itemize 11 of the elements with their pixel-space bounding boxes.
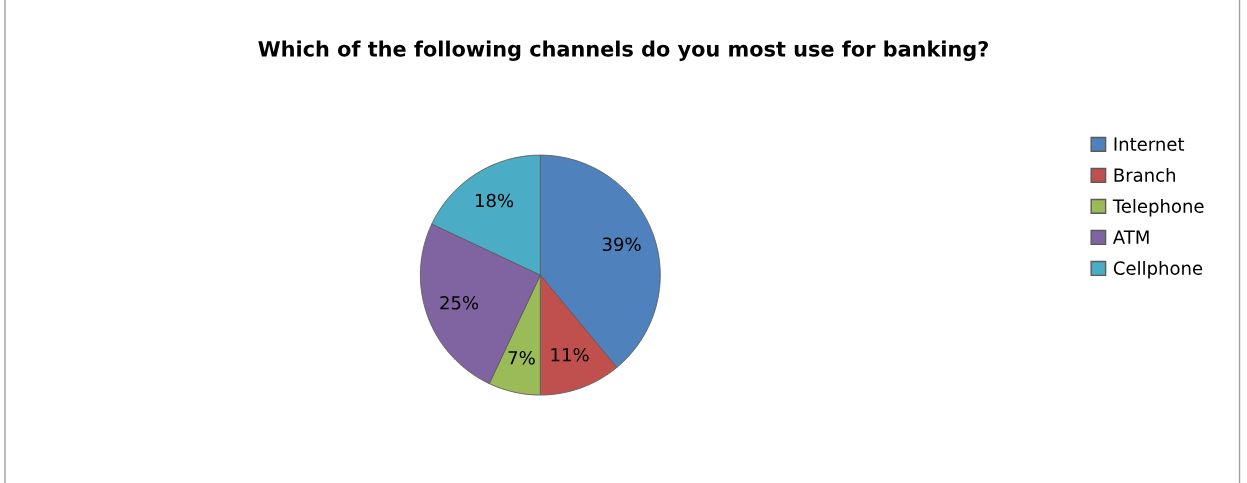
data-label: 39% — [602, 237, 641, 252]
legend-label: Branch — [1114, 167, 1175, 182]
legend-label: Cellphone — [1113, 260, 1203, 279]
legend-label: Telephone — [1112, 198, 1204, 217]
legend-label: ATM — [1112, 230, 1149, 244]
data-label: 7% — [508, 350, 535, 365]
data-label: 11% — [551, 347, 589, 362]
data-label: 18% — [475, 193, 514, 208]
data-label: 25% — [440, 295, 479, 310]
legend-label: Internet — [1114, 137, 1185, 151]
chart-title: Which of the following channels do you most use for banking? — [258, 40, 988, 61]
